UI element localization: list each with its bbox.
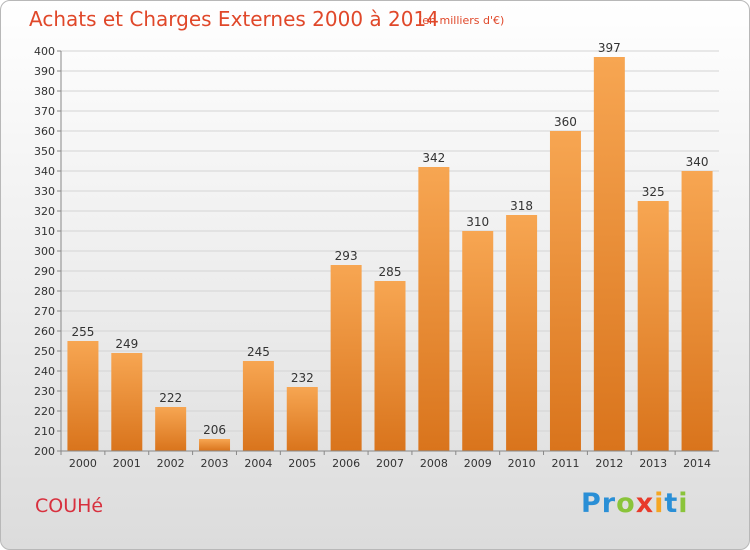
- bar-2004: [242, 361, 274, 451]
- data-label: 340: [686, 155, 709, 169]
- logo-letter: x: [635, 488, 655, 519]
- y-tick-label: 390: [34, 65, 55, 78]
- x-tick-label: 2007: [376, 457, 404, 470]
- y-tick-label: 360: [34, 125, 55, 138]
- y-tick-label: 240: [34, 365, 55, 378]
- bar-2002: [155, 407, 187, 451]
- x-tick-label: 2002: [157, 457, 185, 470]
- y-tick-label: 270: [34, 305, 55, 318]
- y-tick-label: 340: [34, 165, 55, 178]
- x-tick-label: 2006: [332, 457, 360, 470]
- bar-2005: [286, 387, 318, 451]
- y-tick-label: 290: [34, 265, 55, 278]
- x-tick-label: 2011: [551, 457, 579, 470]
- chart-title: Achats et Charges Externes 2000 à 2014: [29, 7, 439, 31]
- bar-2008: [418, 167, 450, 451]
- y-tick-label: 220: [34, 405, 55, 418]
- x-tick-label: 2003: [201, 457, 229, 470]
- data-label: 255: [71, 325, 94, 339]
- y-tick-label: 280: [34, 285, 55, 298]
- x-tick-label: 2010: [508, 457, 536, 470]
- bar-2009: [462, 231, 494, 451]
- y-tick-label: 230: [34, 385, 55, 398]
- y-tick-label: 350: [34, 145, 55, 158]
- x-tick-label: 2000: [69, 457, 97, 470]
- logo-letter: t: [664, 488, 679, 519]
- logo-letter: i: [654, 488, 665, 519]
- x-tick-label: 2008: [420, 457, 448, 470]
- logo-letter: o: [616, 488, 636, 519]
- x-tick-label: 2004: [244, 457, 272, 470]
- y-tick-label: 400: [34, 45, 55, 58]
- x-axis: 2000 2001 2002 2003 2004 2005 2006 2007 2008 2009…: [60, 450, 719, 470]
- y-tick-label: 260: [34, 325, 55, 338]
- bar-2011: [549, 131, 581, 451]
- y-tick-label: 380: [34, 85, 55, 98]
- data-label: 318: [510, 199, 533, 213]
- y-tick-label: 200: [34, 445, 55, 458]
- data-label: 249: [115, 337, 138, 351]
- bar-2013: [637, 201, 669, 451]
- bar-2003: [199, 439, 231, 451]
- bar-2012: [593, 57, 625, 451]
- bar-2001: [111, 353, 143, 451]
- y-axis: 200 210 220 230 240 250 260 270 280 290 300 310 320 3…: [34, 45, 62, 458]
- bars: [67, 57, 713, 451]
- y-tick-label: 250: [34, 345, 55, 358]
- data-label: 232: [291, 371, 314, 385]
- y-tick-label: 300: [34, 245, 55, 258]
- data-label: 293: [335, 249, 358, 263]
- bar-2014: [681, 171, 713, 451]
- x-tick-label: 2012: [595, 457, 623, 470]
- y-tick-label: 370: [34, 105, 55, 118]
- bar-2000: [67, 341, 99, 451]
- x-tick-label: 2013: [639, 457, 667, 470]
- bar-2010: [506, 215, 538, 451]
- data-labels: 255 249 222 206 245 232 293 285 342 310 318 360 397 3…: [71, 41, 708, 437]
- data-label: 222: [159, 391, 182, 405]
- y-tick-label: 210: [34, 425, 55, 438]
- bar-2007: [374, 281, 406, 451]
- x-tick-label: 2014: [683, 457, 711, 470]
- data-label: 325: [642, 185, 665, 199]
- data-label: 285: [379, 265, 402, 279]
- x-tick-label: 2001: [113, 457, 141, 470]
- logo-letter: P: [581, 488, 602, 519]
- proxiti-logo: Proxiti: [581, 488, 689, 519]
- x-tick-label: 2005: [288, 457, 316, 470]
- x-tick-label: 2009: [464, 457, 492, 470]
- logo-letter: i: [678, 488, 689, 519]
- logo-letter: r: [601, 488, 617, 519]
- y-tick-label: 330: [34, 185, 55, 198]
- bar-2006: [330, 265, 362, 451]
- chart-subtitle: (en milliers d'€): [418, 14, 505, 27]
- data-label: 397: [598, 41, 621, 55]
- data-label: 206: [203, 423, 226, 437]
- city-name: COUHé: [35, 495, 104, 517]
- data-label: 342: [422, 151, 445, 165]
- data-label: 245: [247, 345, 270, 359]
- data-label: 310: [466, 215, 489, 229]
- y-tick-label: 310: [34, 225, 55, 238]
- y-tick-label: 320: [34, 205, 55, 218]
- data-label: 360: [554, 115, 577, 129]
